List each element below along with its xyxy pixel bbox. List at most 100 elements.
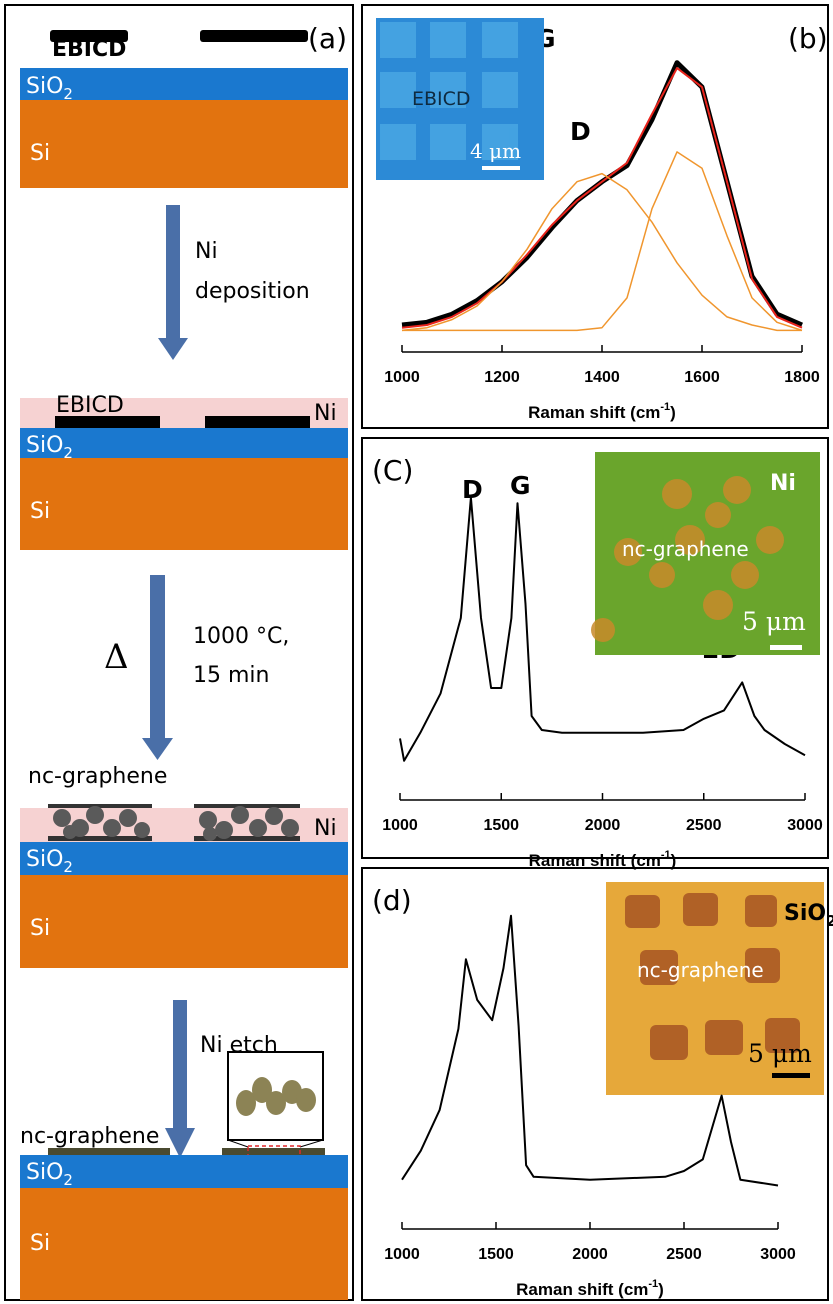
x-axis-label-part: Raman shift (cm — [529, 851, 661, 870]
si-layer — [20, 875, 348, 968]
x-tick-label: 3000 — [760, 1246, 796, 1263]
step-label: deposition — [195, 279, 310, 304]
inset-text: nc-graphene — [622, 537, 749, 561]
sio2-label: SiO2 — [26, 433, 73, 462]
panel-frame — [361, 437, 829, 859]
scale-label: 5 μm — [742, 607, 806, 636]
panel-frame — [361, 4, 829, 429]
zoom-line — [227, 1139, 249, 1148]
peak-label: D — [570, 117, 591, 146]
ni-label: Ni — [314, 401, 337, 426]
spectrum-line — [401, 914, 779, 1187]
x-axis-label-part: Raman shift (cm — [528, 403, 660, 422]
x-tick-label: 1000 — [382, 817, 418, 834]
ebicd-label: EBICD — [56, 393, 124, 418]
x-tick-label: 2500 — [686, 817, 722, 834]
panel-label: (d) — [372, 884, 412, 917]
scale-label: 5 μm — [748, 1039, 812, 1068]
inset-text: nc-graphene — [637, 958, 764, 982]
zoom-grains — [236, 1077, 316, 1116]
x-tick-label: 1200 — [484, 369, 520, 386]
ebicd-bar — [205, 416, 310, 428]
spectrum-line — [399, 496, 806, 762]
x-tick-label: 2000 — [572, 1246, 608, 1263]
sio2-layer — [20, 68, 348, 100]
chart: 1000 1200 1400 1600 1800 Raman shift (cm-1) — [384, 60, 820, 422]
panel-label: (b) — [788, 22, 828, 55]
graphene-label: nc-graphene — [28, 764, 167, 789]
x-tick-label: 1500 — [478, 1246, 514, 1263]
scale-bar — [482, 166, 520, 170]
x-tick-label: 2500 — [666, 1246, 702, 1263]
sio2-label: SiO2 — [26, 1160, 73, 1189]
spectrum-line — [402, 151, 803, 332]
x-axis-label: Raman shift (cm-1) — [528, 401, 676, 422]
x-axis-label-part: ) — [671, 851, 677, 870]
sio2-layer — [20, 428, 348, 458]
graphene-film — [222, 1148, 325, 1155]
sio2-label: SiO2 — [26, 847, 73, 876]
x-axis-label-sup: -1 — [660, 401, 670, 413]
spectrum-line — [401, 172, 802, 332]
spectrum-line — [401, 67, 803, 329]
step-label: 1000 °C, — [193, 624, 289, 649]
x-axis-label-part: ) — [670, 403, 676, 422]
arrow-head — [142, 738, 173, 760]
graphene-grains — [48, 804, 300, 841]
scale-label: 4 μm — [470, 139, 521, 163]
si-layer — [20, 458, 348, 550]
x-axis-label-sup: -1 — [661, 849, 671, 861]
inset-image: EBICD 4 μm — [376, 18, 544, 180]
inset-image: Ni nc-graphene 5 μm — [591, 452, 820, 655]
si-label: Si — [30, 1231, 50, 1256]
x-tick-label: 1000 — [384, 1246, 420, 1263]
step-label: 15 min — [193, 663, 269, 688]
ni-label: Ni — [314, 816, 337, 841]
step-label: Ni — [195, 239, 218, 264]
chart: 1000 1500 2000 2500 3000 Raman shift (cm-1) — [382, 496, 823, 870]
inset-title: SiO2 — [784, 901, 833, 930]
x-tick-label: 1600 — [684, 369, 720, 386]
arrow-head — [158, 338, 188, 360]
arrow — [173, 1000, 187, 1130]
peak-label: D — [462, 475, 483, 504]
si-layer — [20, 1188, 348, 1300]
panel-frame — [361, 867, 829, 1301]
inset-image: SiO2 nc-graphene 5 μm — [606, 882, 833, 1095]
graphene-label: nc-graphene — [20, 1124, 159, 1149]
scale-bar — [772, 1073, 810, 1078]
ebicd-bar — [50, 30, 128, 42]
arrow — [150, 575, 165, 740]
scale-bar — [770, 645, 802, 650]
sio2-layer — [20, 842, 348, 875]
x-axis-label: Raman shift (cm-1) — [516, 1278, 664, 1299]
si-label: Si — [30, 916, 50, 941]
x-axis-label-sup: -1 — [648, 1278, 658, 1290]
x-axis-label: Raman shift (cm-1) — [529, 849, 677, 870]
si-label: Si — [30, 499, 50, 524]
heat-symbol: Δ — [104, 637, 129, 677]
x-tick-label: 1400 — [584, 369, 620, 386]
arrow — [166, 205, 180, 340]
sio2-layer — [20, 1155, 348, 1188]
inset-text: EBICD — [412, 88, 471, 110]
peak-label: G — [510, 471, 531, 500]
x-tick-label: 1500 — [483, 817, 519, 834]
ebicd-label: EBICD — [52, 37, 126, 62]
ebicd-bar — [200, 30, 308, 42]
panel-label: (C) — [372, 454, 413, 487]
panel-a: (a) EBICD SiO2 Si Ni deposition EBICD Ni… — [4, 4, 354, 1301]
arrow-head — [165, 1128, 195, 1158]
chart: 1000 1500 2000 2500 3000 Raman shift (cm-1) — [384, 914, 796, 1299]
x-tick-label: 1000 — [384, 369, 420, 386]
inset-title: Ni — [770, 471, 796, 496]
si-layer — [20, 100, 348, 188]
graphene-film — [48, 1148, 170, 1155]
zoom-line — [299, 1139, 324, 1148]
x-tick-label: 1800 — [784, 369, 820, 386]
x-axis-label-part: ) — [658, 1280, 664, 1299]
x-axis-label-part: Raman shift (cm — [516, 1280, 648, 1299]
x-tick-label: 3000 — [787, 817, 823, 834]
ebicd-bar — [55, 416, 160, 428]
